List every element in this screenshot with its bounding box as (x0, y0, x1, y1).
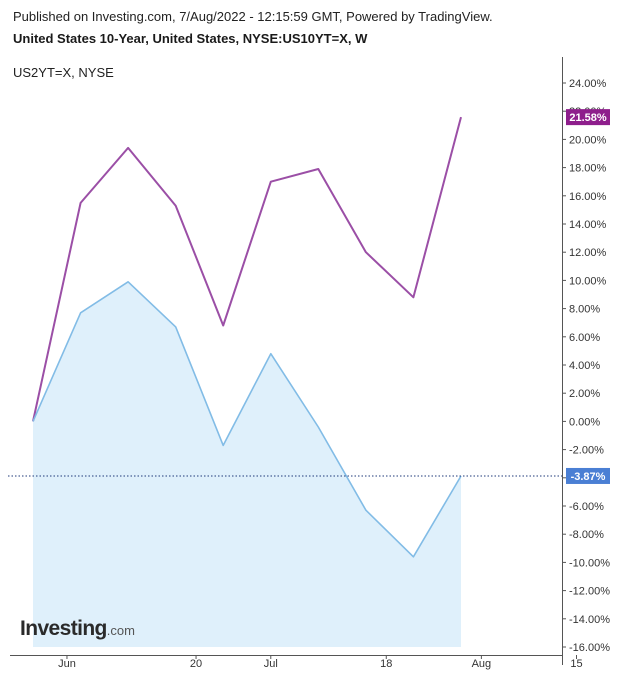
series-area-fill-1 (33, 281, 461, 647)
y-tick-label: 24.00% (569, 78, 607, 90)
chart-title: United States 10-Year, United States, NY… (13, 31, 368, 46)
y-tick-label: -12.00% (569, 586, 610, 598)
x-tick-label: Jul (264, 658, 278, 670)
area-layer (33, 281, 461, 647)
y-tick-label: 10.00% (569, 275, 607, 287)
series-line-0 (32, 116, 462, 422)
brand-name: Investing (20, 617, 107, 640)
y-tick-label: 2.00% (569, 388, 600, 400)
compare-series-label: US2YT=X, NYSE (13, 65, 114, 80)
y-tick-label: 8.00% (569, 304, 600, 316)
y-tick-label: 12.00% (569, 247, 607, 259)
x-tick-label: Aug (472, 658, 492, 670)
line-layer (8, 116, 562, 558)
y-tick-label: 16.00% (569, 191, 607, 203)
last-value-tag-label: -3.87% (571, 471, 606, 483)
last-value-tag-bg (566, 467, 610, 484)
y-tick-label: -16.00% (569, 642, 610, 654)
brand-suffix: .com (106, 623, 135, 638)
y-tick-label: -8.00% (569, 529, 604, 541)
investing-logo: Investing.com (20, 617, 135, 641)
y-tick-label: 4.00% (569, 360, 600, 372)
y-tick-label: -6.00% (569, 501, 604, 513)
last-value-tag-bg (566, 109, 610, 126)
y-tick-label: 0.00% (569, 416, 600, 428)
last-value-tag-label: 21.58% (569, 112, 607, 124)
published-note: Published on Investing.com, 7/Aug/2022 -… (13, 9, 493, 24)
x-tick-label: Jun (58, 658, 76, 670)
y-tick-label: 18.00% (569, 163, 607, 175)
y-tick-label: -10.00% (569, 557, 610, 569)
y-tick-label: 20.00% (569, 134, 607, 146)
x-tick-label: 15 (570, 658, 582, 670)
x-tick-label: 20 (190, 658, 202, 670)
tag-layer: 21.58% -3.87% (566, 109, 610, 484)
chart-header: Published on Investing.com, 7/Aug/2022 -… (13, 8, 612, 48)
series-line-1 (32, 281, 462, 558)
y-tick-label: 6.00% (569, 332, 600, 344)
y-tick-label: 14.00% (569, 219, 607, 231)
x-tick-label: 18 (380, 658, 392, 670)
y-tick-label: -14.00% (569, 614, 610, 626)
y-tick-label: -2.00% (569, 445, 604, 457)
